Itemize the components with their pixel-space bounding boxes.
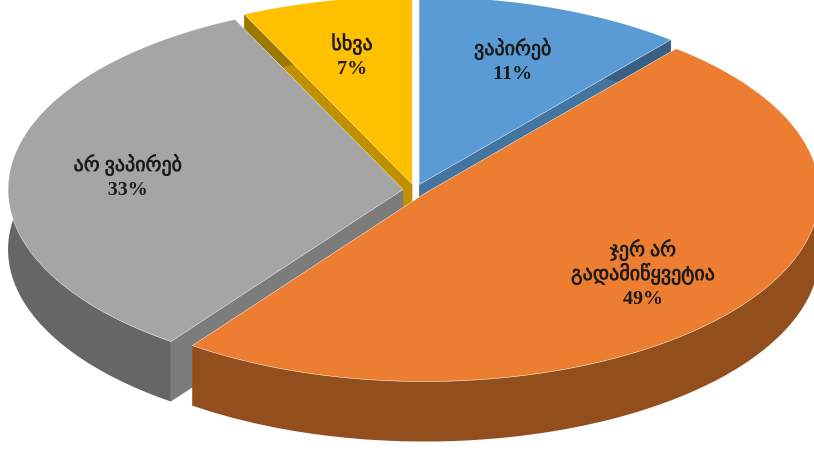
data-label: სხვა 7%: [257, 32, 447, 80]
category-label: არ ვაპირებ: [73, 154, 182, 177]
category-label: ჯერ არ გადამიწყვეტია: [571, 239, 715, 286]
data-label: არ ვაპირებ 33%: [33, 153, 223, 201]
value-label: 49%: [622, 287, 663, 310]
value-label: 33%: [107, 178, 148, 201]
slice-side: [192, 48, 814, 442]
data-label: ვაპირებ 11%: [418, 37, 608, 85]
category-label: სხვა: [331, 32, 373, 55]
slice: [7, 19, 404, 342]
slice: [418, 0, 672, 186]
data-label: ჯერ არ გადამიწყვეტია 49%: [568, 238, 718, 310]
value-label: 7%: [337, 56, 368, 79]
slice: [191, 48, 814, 382]
slice: [243, 0, 413, 186]
category-label: ვაპირებ: [474, 37, 552, 60]
value-label: 11%: [493, 61, 533, 84]
